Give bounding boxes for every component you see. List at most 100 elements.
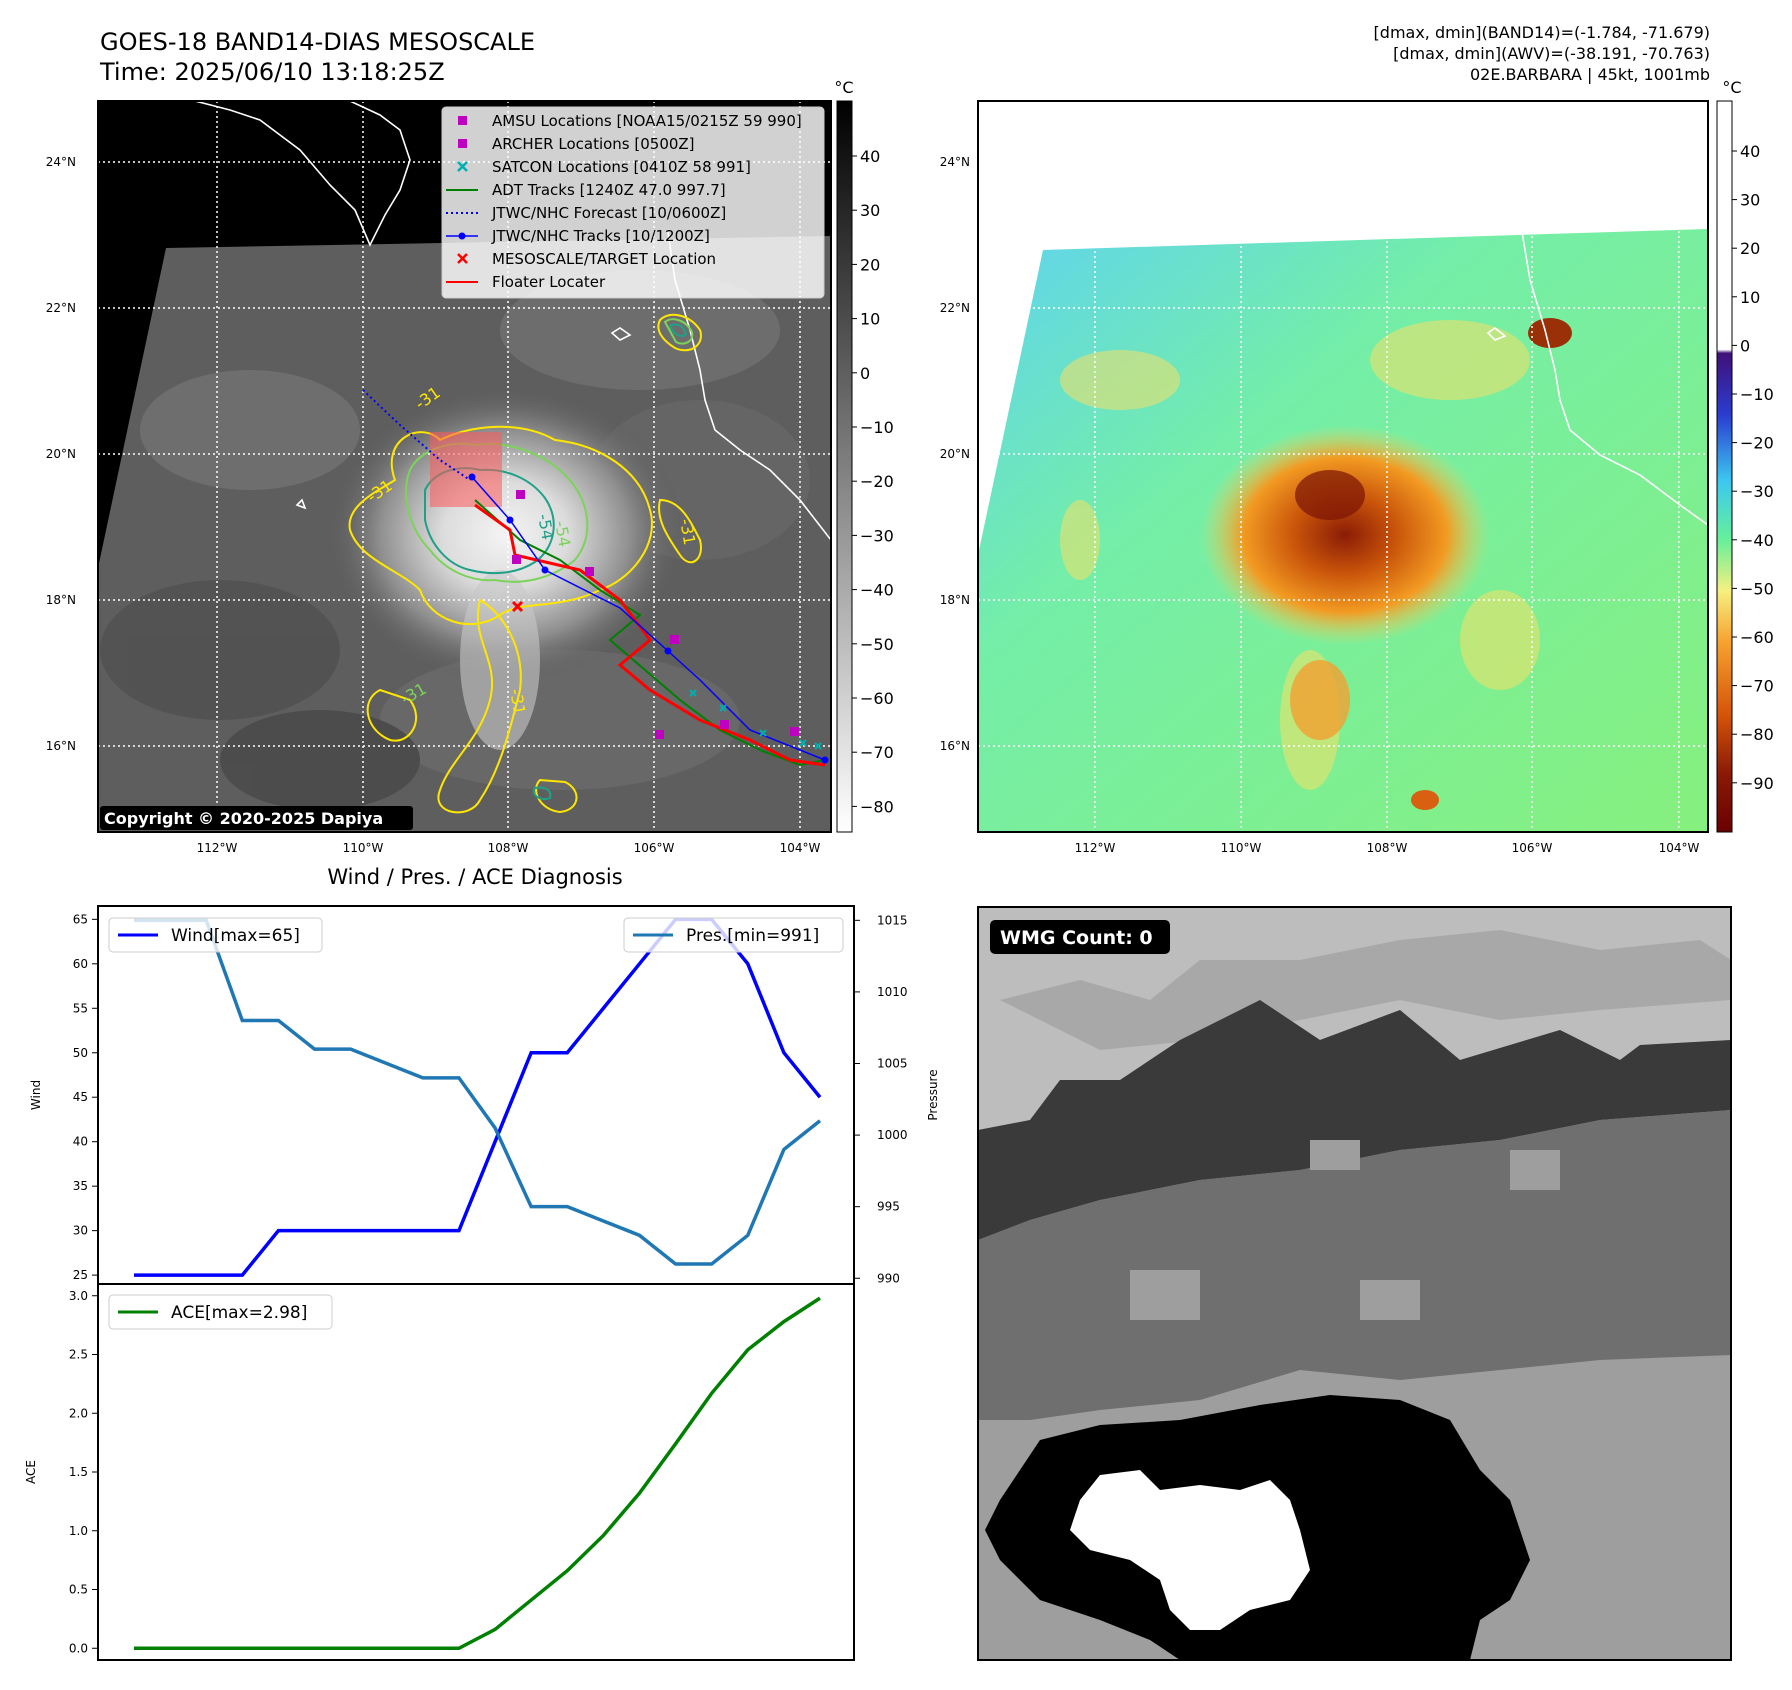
ace-y-tick-label: 0.0 — [69, 1641, 88, 1655]
ace-chart: 0.0 0.5 1.0 1.5 2.0 2.5 3.0 ACE ACE[max=2.98] — [24, 1283, 855, 1661]
legend-marker-x — [457, 161, 468, 172]
awv-south-cloud — [1290, 660, 1350, 740]
ir-map-frame — [97, 100, 832, 833]
color-colorbar-label: 40 — [1740, 142, 1760, 161]
wmg-patch — [1360, 1280, 1420, 1320]
legend-label: ARCHER Locations [0500Z] — [492, 135, 695, 153]
legend-marker-square — [458, 139, 467, 148]
ace-axis-label: ACE — [24, 1460, 38, 1484]
contour-yellow-coast — [657, 313, 702, 352]
wmg-panel: WMG Count: 0 — [977, 906, 1732, 1661]
wmg-count-box — [990, 920, 1170, 954]
wind-y-tick-label: 60 — [73, 957, 88, 971]
gray-colorbar-label: 0 — [860, 364, 870, 383]
ir-lat-label: 22°N — [46, 301, 76, 315]
forecast-track — [362, 389, 471, 481]
contour-yellow-band — [437, 598, 522, 814]
legend-box — [441, 106, 825, 299]
jtwc-track-points — [468, 473, 829, 764]
pressure-y-tick-label: 1010 — [877, 985, 908, 999]
diag-title: Wind / Pres. / ACE Diagnosis — [327, 865, 622, 889]
awv-lon-label: 112°W — [1075, 841, 1116, 855]
contour-label: -54 — [534, 512, 557, 541]
wind-y-tick-label: 25 — [73, 1268, 88, 1282]
gray-colorbar-label: −30 — [860, 526, 894, 545]
awv-coast-cold-spot — [1528, 318, 1572, 348]
map-legend: AMSU Locations [NOAA15/0215Z 59 990] ARCH… — [441, 106, 825, 299]
legend-label: MESOSCALE/TARGET Location — [492, 250, 716, 268]
legend-item: SATCON Locations [0410Z 58 991] — [457, 158, 751, 176]
color-colorbar-label: 0 — [1740, 336, 1750, 355]
wind-y-tick-label: 65 — [73, 912, 88, 926]
storm-info: 02E.BARBARA | 45kt, 1001mb — [1470, 65, 1710, 84]
ir-lat-label: 24°N — [46, 155, 76, 169]
floater-box — [430, 432, 502, 507]
awv-lon-label: 106°W — [1512, 841, 1553, 855]
jtwc-track — [471, 476, 826, 761]
ir-cloud-texture — [100, 270, 810, 810]
gray-colorbar-label: −50 — [860, 635, 894, 654]
pressure-y-tick-label: 1000 — [877, 1128, 908, 1142]
stats-awv: [dmax, dmin](AWV)=(-38.191, -70.763) — [1393, 44, 1710, 63]
wmg-patch — [1310, 1140, 1360, 1170]
gray-colorbar-label: −10 — [860, 418, 894, 437]
wind-y-tick-label: 45 — [73, 1090, 88, 1104]
wind-y-tick-label: 50 — [73, 1046, 88, 1060]
gray-colorbar-unit: °C — [834, 78, 853, 97]
ir-lon-label: 104°W — [780, 841, 821, 855]
color-colorbar-gradient — [1716, 100, 1733, 833]
contour-teal-island — [532, 786, 552, 800]
ace-y-tick-label: 3.0 — [69, 1289, 88, 1303]
figure-time: Time: 2025/06/10 13:18:25Z — [99, 58, 445, 86]
legend-label: JTWC/NHC Forecast [10/0600Z] — [491, 204, 726, 222]
contour-teal-coast — [668, 323, 688, 337]
ir-lon-label: 106°W — [634, 841, 675, 855]
awv-lat-label: 24°N — [940, 155, 970, 169]
figure-title: GOES-18 BAND14-DIAS MESOSCALE — [100, 28, 535, 56]
gray-colorbar-label: −40 — [860, 581, 894, 600]
ace-y-tick-label: 0.5 — [69, 1583, 88, 1597]
wmg-patch — [1510, 1150, 1560, 1190]
wind-legend-label: Wind[max=65] — [171, 926, 300, 946]
color-colorbar-label: −70 — [1740, 677, 1774, 696]
awv-storm-core — [1200, 425, 1490, 645]
awv-lon-label: 110°W — [1221, 841, 1262, 855]
legend-item: JTWC/NHC Tracks [10/1200Z] — [446, 227, 710, 245]
awv-lat-label: 20°N — [940, 447, 970, 461]
wmg-texture-light — [1000, 930, 1731, 1050]
pressure-legend-box — [623, 917, 844, 953]
awv-moisture-texture — [1060, 320, 1540, 790]
awv-lat-label: 22°N — [940, 301, 970, 315]
copyright-box — [100, 806, 413, 830]
gray-colorbar-label: 10 — [860, 310, 880, 329]
ace-y-tick-label: 2.5 — [69, 1348, 88, 1362]
awv-map-panel: 24°N 22°N 20°N 18°N 16°N 112°W 110°W 108°W 106°… — [940, 100, 1709, 855]
pressure-y-tick-label: 1015 — [877, 913, 908, 927]
wind-axis-label: Wind — [29, 1080, 43, 1110]
awv-gridlines — [978, 101, 1708, 832]
contour-label: -54 — [551, 519, 574, 548]
ace-frame — [97, 1283, 855, 1661]
color-colorbar-label: 30 — [1740, 191, 1760, 210]
wind-pressure-frame — [97, 905, 855, 1285]
legend-item: Floater Locater — [446, 273, 606, 291]
wind-legend-box — [108, 917, 323, 953]
contour-label: -31 — [506, 687, 529, 716]
ir-lat-label: 18°N — [46, 593, 76, 607]
legend-item: JTWC/NHC Forecast [10/0600Z] — [446, 204, 726, 222]
legend-item: AMSU Locations [NOAA15/0215Z 59 990] — [458, 112, 802, 130]
pressure-legend-label: Pres.[min=991] — [686, 926, 819, 946]
ace-legend-label: ACE[max=2.98] — [171, 1303, 307, 1323]
color-colorbar-label: 20 — [1740, 239, 1760, 258]
legend-marker-dot — [458, 232, 466, 240]
ir-storm-cloud — [325, 385, 685, 685]
contour-yellow-south — [366, 688, 417, 742]
ir-lat-label: 16°N — [46, 739, 76, 753]
ace-series-line — [134, 1296, 821, 1650]
wmg-white-region — [1070, 1470, 1310, 1630]
wmg-darkgray-region — [978, 1000, 1731, 1240]
color-colorbar-unit: °C — [1722, 78, 1741, 97]
contour-label: -31 — [676, 517, 699, 546]
color-colorbar-label: 10 — [1740, 288, 1760, 307]
legend-label: SATCON Locations [0410Z 58 991] — [492, 158, 751, 176]
